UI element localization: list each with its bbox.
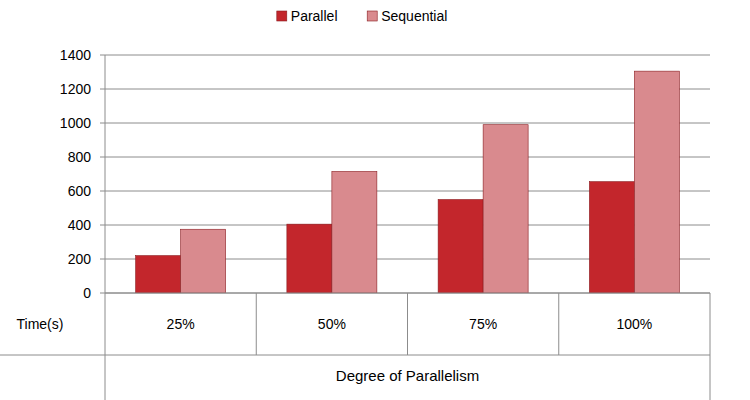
- y-axis-label: Time(s): [17, 316, 64, 332]
- grid-line: [105, 89, 710, 90]
- category-label: 75%: [469, 316, 497, 332]
- chart-container: 0 200 400 600 800 1000 1200 1400 25% 50% 75% 100% Ti…: [0, 0, 750, 400]
- legend-label: Parallel: [291, 8, 338, 24]
- y-tick: [100, 89, 105, 90]
- grid-line: [105, 293, 710, 294]
- category-separator: [256, 293, 257, 355]
- x-axis-line: [105, 293, 710, 294]
- y-tick: [100, 157, 105, 158]
- bar: [181, 229, 226, 293]
- bar: [589, 182, 634, 293]
- grid-line: [105, 55, 710, 56]
- category-label: 25%: [167, 316, 195, 332]
- bar: [438, 200, 483, 294]
- y-tick: [100, 191, 105, 192]
- legend: Parallel Sequential: [277, 8, 448, 24]
- chart-svg: 0 200 400 600 800 1000 1200 1400 25% 50% 75% 100% Ti…: [0, 0, 750, 400]
- bar: [483, 125, 528, 293]
- y-tick-label: 600: [68, 183, 92, 199]
- legend-swatch: [277, 11, 287, 21]
- y-tick-label: 400: [68, 217, 92, 233]
- legend-swatch: [367, 11, 377, 21]
- y-tick-label: 1400: [60, 47, 91, 63]
- category-label: 50%: [318, 316, 346, 332]
- y-tick: [100, 259, 105, 260]
- y-tick-label: 1200: [60, 81, 91, 97]
- y-tick-label: 200: [68, 251, 92, 267]
- y-axis-line: [105, 55, 106, 400]
- table-border: [710, 293, 711, 400]
- y-tick: [100, 123, 105, 124]
- category-separator: [407, 293, 408, 355]
- bar: [634, 71, 679, 293]
- legend-label: Sequential: [381, 8, 447, 24]
- y-tick-label: 0: [83, 285, 91, 301]
- y-tick-label: 1000: [60, 115, 91, 131]
- grid-line: [105, 123, 710, 124]
- x-axis-label: Degree of Parallelism: [336, 367, 479, 384]
- category-separator: [558, 293, 559, 355]
- bar: [287, 224, 332, 293]
- y-tick: [100, 55, 105, 56]
- bar: [332, 171, 377, 293]
- y-tick: [100, 225, 105, 226]
- table-border: [0, 355, 710, 356]
- category-label: 100%: [616, 316, 652, 332]
- plot-area: [136, 71, 680, 293]
- bar: [136, 256, 181, 293]
- y-tick: [100, 293, 105, 294]
- y-tick-label: 800: [68, 149, 92, 165]
- grid-line: [105, 157, 710, 158]
